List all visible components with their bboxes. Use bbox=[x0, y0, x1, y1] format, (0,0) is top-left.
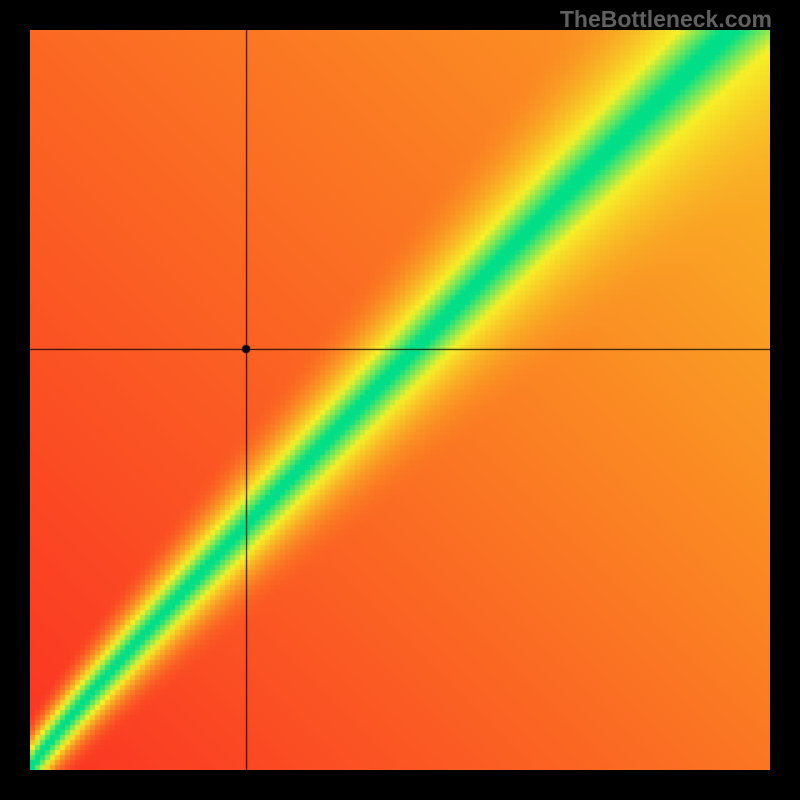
watermark-text: TheBottleneck.com bbox=[560, 6, 772, 33]
heatmap-plot bbox=[30, 30, 770, 770]
heatmap-canvas bbox=[30, 30, 770, 770]
chart-container: TheBottleneck.com bbox=[0, 0, 800, 800]
